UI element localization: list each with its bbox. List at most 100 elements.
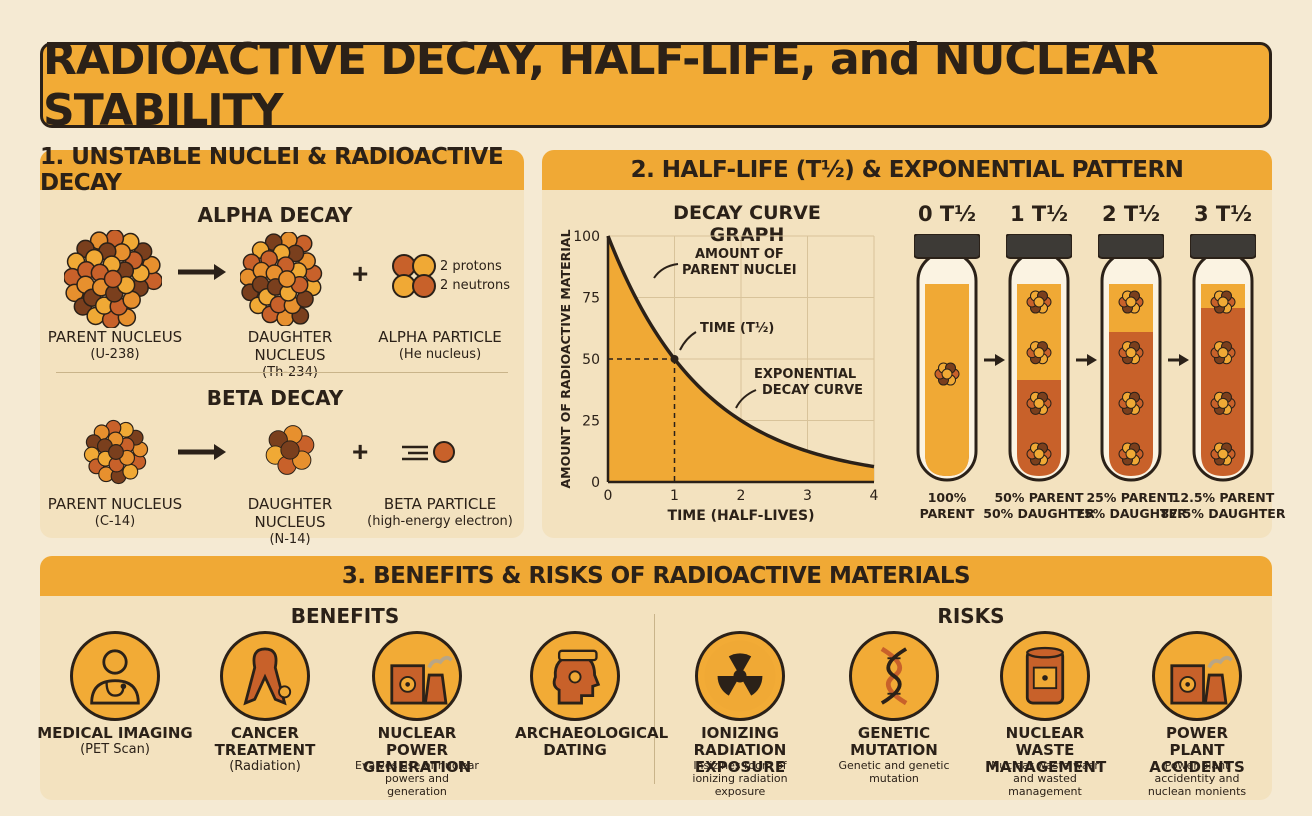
annotation-time: TIME (T½) xyxy=(700,321,774,336)
x-tick-label: 3 xyxy=(803,488,812,504)
beta-particle-name: BETA PARTICLE xyxy=(383,495,497,513)
item-description: Evalves use of nuclear powers and genera… xyxy=(355,759,479,798)
daughter-fill xyxy=(1201,284,1245,476)
decay-panel: 1. UNSTABLE NUCLEI & RADIOACTIVE DECAY A… xyxy=(40,144,524,547)
item-subtitle: (Radiation) xyxy=(229,759,301,774)
alpha-particle-desc: (He nucleus) xyxy=(398,347,482,362)
alpha-plus: + xyxy=(352,258,369,289)
item-title: IONIZING RADIATION EXPOSURE xyxy=(693,724,787,776)
half-life-point xyxy=(670,355,679,363)
x-tick-label: 1 xyxy=(670,488,679,504)
half-life-panel: 2. HALF-LIFE (T½) & EXPONENTIAL PATTERN … xyxy=(542,150,1285,538)
beta-arrow-icon xyxy=(178,444,226,460)
item-icon-circle xyxy=(530,631,620,721)
item-title: ARCHAEOLOGICAL DATING xyxy=(515,724,669,759)
tube-caption-line1: 12.5% PARENT xyxy=(1171,490,1275,505)
annotation-amount-line1: AMOUNT OF xyxy=(695,247,784,262)
tube-label: 3 T½ xyxy=(1194,202,1252,226)
test-tube-icon xyxy=(1190,234,1256,482)
tube-caption-line1: 100% xyxy=(927,490,967,505)
item-description: Insizines room of ionizing radiation exp… xyxy=(692,759,788,798)
item-subtitle: (PET Scan) xyxy=(80,742,150,757)
test-tube-icon xyxy=(1006,234,1072,482)
test-tube-icon xyxy=(1098,234,1164,482)
tube-arrow-icon xyxy=(984,354,1005,366)
beta-daughter-label: DAUGHTER NUCLEUS (N-14) xyxy=(210,495,370,549)
tube-label: 1 T½ xyxy=(1010,202,1068,226)
item-title: NUCLEAR POWER GENERATION xyxy=(362,724,472,776)
tube-caption-line2: 50% DAUGHTER xyxy=(983,506,1095,521)
alpha-particle-name: ALPHA PARTICLE xyxy=(378,328,502,346)
alpha-arrow-icon xyxy=(178,264,226,280)
y-tick-label: 0 xyxy=(591,475,600,491)
radiation-icon xyxy=(704,640,776,712)
beta-particle-label: BETA PARTICLE (high-energy electron) xyxy=(360,495,520,531)
annotation-curve-line1: EXPONENTIAL xyxy=(754,367,856,382)
test-tube-icon xyxy=(914,234,980,482)
item-title: NUCLEAR WASTE MANAGEMENT xyxy=(985,724,1107,776)
waste-barrel-icon xyxy=(1025,646,1065,705)
x-tick-label: 0 xyxy=(604,488,613,504)
beta-parent-label: PARENT NUCLEUS (C-14) xyxy=(40,495,190,531)
alpha-daughter-name: DAUGHTER NUCLEUS xyxy=(247,328,333,364)
alpha-decay-heading: ALPHA DECAY xyxy=(197,203,353,227)
tube-caption-line1: 25% PARENT xyxy=(1086,490,1176,505)
item-icon-circle xyxy=(849,631,939,721)
decay-area xyxy=(608,236,874,482)
tube-caption-line2: 87.5% DAUGHTER xyxy=(1160,506,1286,521)
alpha-parent-name: PARENT NUCLEUS xyxy=(47,328,183,346)
alpha-parent-nucleus-icon xyxy=(64,230,162,328)
tube-caption: 12.5% PARENT 87.5% DAUGHTER xyxy=(1153,490,1293,522)
beta-decay-heading: BETA DECAY xyxy=(206,386,344,410)
annotation-amount-arrow xyxy=(653,263,679,279)
tube-arrow-icon xyxy=(1076,354,1097,366)
tube-caption-line1: 50% PARENT xyxy=(994,490,1084,505)
risks-heading: RISKS xyxy=(937,604,1005,628)
half-life-panel-header: 2. HALF-LIFE (T½) & EXPONENTIAL PATTERN xyxy=(542,150,1272,190)
beta-particle-icon xyxy=(402,441,455,463)
beta-particle-desc: (high-energy electron) xyxy=(367,514,513,529)
alpha-particle-note-neutrons: 2 neutrons xyxy=(440,278,511,293)
alpha-daughter-label: DAUGHTER NUCLEUS (Th-234) xyxy=(210,328,370,382)
decay-panel-header: 1. UNSTABLE NUCLEI & RADIOACTIVE DECAY xyxy=(40,144,524,196)
item-icon-circle xyxy=(1152,631,1242,721)
title-banner: RADIOACTIVE DECAY, HALF-LIFE, and NUCLEA… xyxy=(40,34,1272,136)
item-icon-circle xyxy=(372,631,462,721)
tube-caption-line2: PARENT xyxy=(919,506,975,521)
item-icon-circle xyxy=(220,631,310,721)
section-divider xyxy=(56,372,508,373)
power-plant-icon xyxy=(390,655,453,705)
cooling-tower-icon xyxy=(1170,655,1233,705)
annotation-curve-arrow xyxy=(735,389,757,409)
tube-caption: 100% PARENT xyxy=(877,490,1017,522)
x-tick-label: 2 xyxy=(737,488,746,504)
item-title: CANCER TREATMENT xyxy=(214,724,316,759)
beta-parent-name: PARENT NUCLEUS xyxy=(47,495,183,513)
page-title: RADIOACTIVE DECAY, HALF-LIFE, and NUCLEA… xyxy=(43,34,1159,136)
alpha-particle-icon xyxy=(392,254,436,298)
item-title: GENETIC MUTATION xyxy=(850,724,938,759)
alpha-daughter-isotope: (Th-234) xyxy=(262,365,318,380)
y-axis-label: AMOUNT OF RADIOACTIVE MATERIAL xyxy=(558,229,573,488)
item-icon-circle xyxy=(1000,631,1090,721)
x-tick-label: 4 xyxy=(870,488,879,504)
alpha-parent-label: PARENT NUCLEUS (U-238) xyxy=(40,328,190,364)
benefits-heading: BENEFITS xyxy=(290,604,400,628)
item-icon-circle xyxy=(70,631,160,721)
graph-title: DECAY CURVE GRAPH xyxy=(673,202,821,246)
tube-caption: 50% PARENT 50% DAUGHTER xyxy=(969,490,1109,522)
item-title: MEDICAL IMAGING xyxy=(37,724,193,742)
benefits-risks-divider xyxy=(654,614,655,784)
archaeology-head-icon xyxy=(552,649,601,705)
beta-daughter-isotope: (N-14) xyxy=(269,532,311,547)
alpha-daughter-nucleus-icon xyxy=(240,232,323,326)
item-description: Power plant accidentity and nuclean moni… xyxy=(1147,759,1247,798)
alpha-particle-label: ALPHA PARTICLE (He nucleus) xyxy=(370,328,510,364)
annotation-time-arrow xyxy=(679,331,697,351)
y-tick-label: 75 xyxy=(582,291,600,307)
tube-caption-line2: 75% DAUGHTER xyxy=(1075,506,1187,521)
tube-label: 0 T½ xyxy=(918,202,976,226)
alpha-parent-isotope: (U-238) xyxy=(90,347,140,362)
beta-daughter-nucleus-icon xyxy=(265,425,315,475)
item-title: POWER PLANT ACCIDENTS xyxy=(1149,724,1245,776)
